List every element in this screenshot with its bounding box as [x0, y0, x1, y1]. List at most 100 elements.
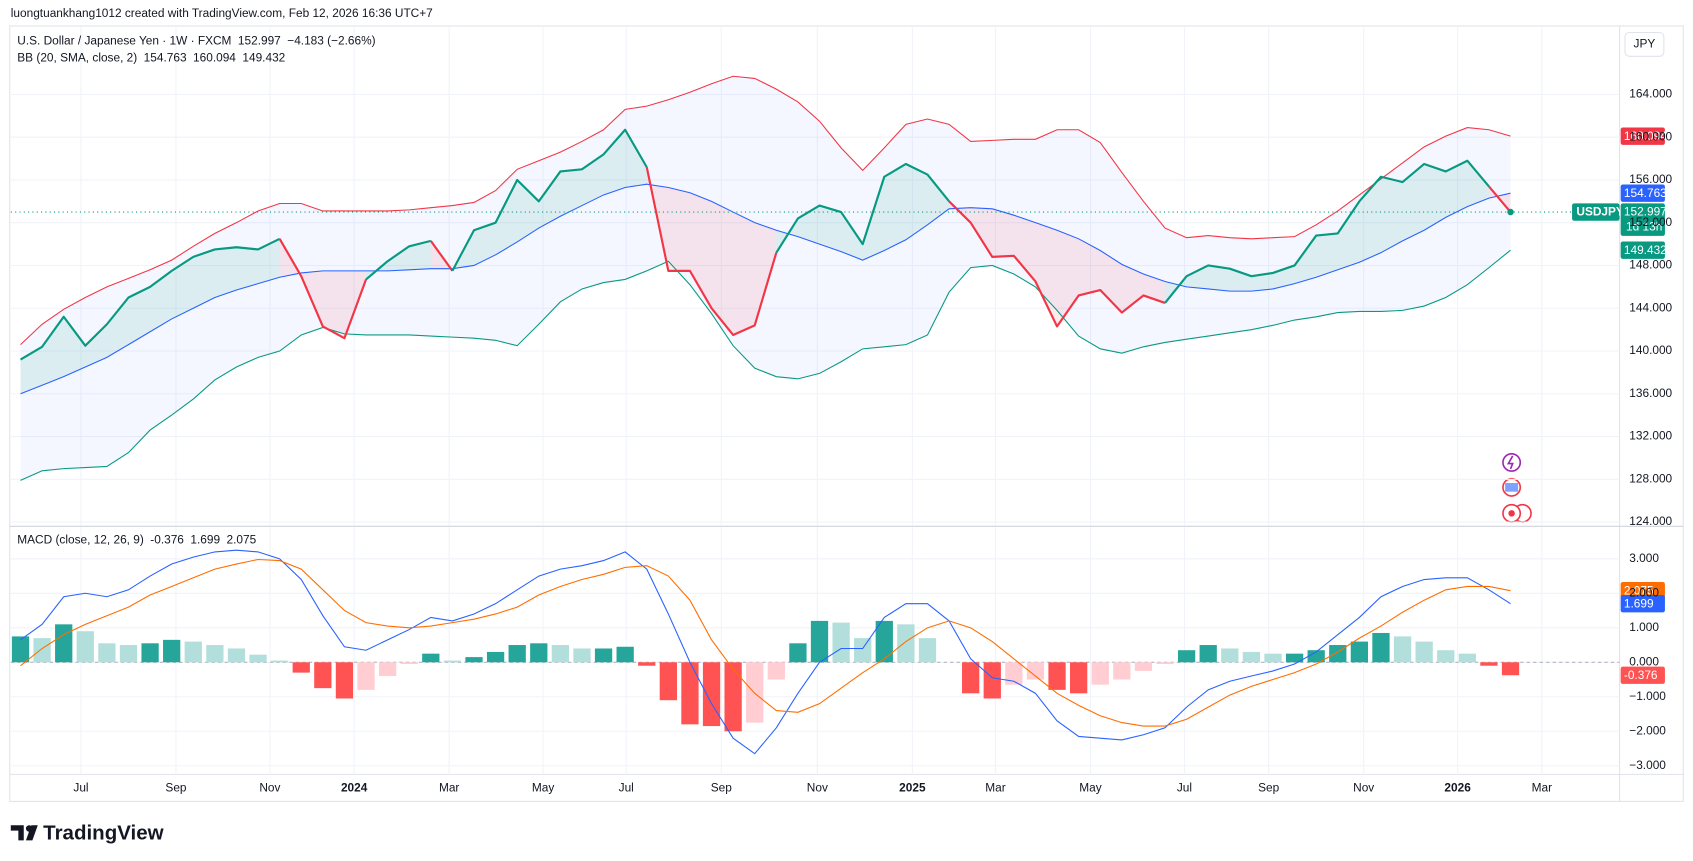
brand-name: TradingView: [43, 821, 164, 844]
y-tick-label: 148.000: [1629, 258, 1672, 272]
trend-fill: [1186, 265, 1209, 289]
histogram-bar: [1242, 651, 1261, 663]
brand-logo: TradingView: [10, 821, 165, 844]
trend-fill: [258, 238, 280, 284]
trend-fill: [495, 179, 518, 255]
histogram-bar: [1199, 645, 1217, 663]
histogram-bar: [1221, 648, 1239, 663]
trend-fill: [1337, 201, 1360, 270]
close-line: [451, 128, 648, 272]
trend-fill: [473, 222, 496, 266]
chart-frame: [9, 25, 1684, 802]
histogram-tag: -0.376: [1624, 668, 1658, 682]
y-tick-label: 128.000: [1629, 471, 1672, 485]
countdown: 1d 13h: [1626, 219, 1662, 233]
histogram-bar: [1026, 662, 1045, 680]
trend-fill: [1013, 215, 1036, 282]
trend-fill: [819, 205, 842, 252]
trend-fill: [992, 208, 1014, 257]
histogram-bar: [335, 662, 354, 699]
close-line: [19, 237, 281, 361]
signal-line: [20, 558, 1511, 727]
bb-lower-value: 149.432: [242, 51, 285, 65]
trend-fill: [1100, 250, 1122, 313]
trend-fill: [625, 129, 647, 188]
price-tag: 152.997: [1624, 205, 1667, 219]
x-tick-label: Mar: [439, 781, 459, 795]
histogram-bar: [206, 645, 224, 663]
close-line: [429, 240, 454, 272]
histogram-bar: [1156, 662, 1174, 664]
bb-upper-value: 160.094: [193, 51, 236, 65]
bb-basis-line: [20, 183, 1511, 395]
event-icon[interactable]: [1502, 452, 1522, 472]
trend-fill: [884, 163, 906, 251]
price-tag-bg: [1620, 203, 1665, 236]
trend-fill: [560, 169, 582, 217]
x-tick-label: Jul: [73, 781, 88, 795]
close-line: [278, 238, 368, 340]
histogram-bar: [702, 662, 721, 727]
symbol-tag: USDJPY: [1576, 205, 1624, 219]
histogram-bar: [573, 648, 591, 663]
bb-lower-line: [20, 249, 1511, 481]
histogram-bar: [530, 643, 548, 663]
macd-tag: 1.699: [1624, 596, 1654, 610]
y-tick-label: 124.000: [1629, 514, 1672, 528]
histogram-bar: [1091, 662, 1109, 685]
histogram-bar: [1307, 650, 1325, 663]
trend-fill: [63, 316, 86, 377]
trend-fill: [862, 176, 885, 261]
histogram-bar: [767, 662, 785, 680]
histogram-bar: [681, 662, 699, 725]
trend-fill: [733, 212, 755, 335]
histogram-bar: [227, 648, 246, 663]
currency-label[interactable]: JPY: [1634, 37, 1656, 51]
trend-fill: [797, 205, 820, 245]
y-tick-label: 136.000: [1629, 386, 1672, 400]
histogram-bar: [357, 662, 375, 690]
histogram-bar: [1501, 662, 1520, 676]
chart-title: U.S. Dollar / Japanese Yen · 1W · FXCM: [17, 33, 231, 47]
close-line: [948, 200, 1166, 328]
trend-fill: [214, 247, 237, 298]
trend-fill: [150, 270, 172, 332]
y-tick-label: −3.000: [1629, 758, 1666, 772]
histogram-bar: [249, 654, 267, 663]
histogram-bar: [875, 620, 893, 663]
y-tick-label: 164.000: [1629, 87, 1672, 101]
histogram-bar: [983, 662, 1001, 699]
x-tick-label: Sep: [165, 781, 186, 795]
bb-lower-tag: 149.432: [1624, 243, 1667, 257]
y-tick-label: −1.000: [1629, 689, 1666, 703]
histogram-bar: [724, 662, 742, 732]
close-line: [645, 166, 778, 337]
trend-fill: [1251, 272, 1273, 292]
y-tick-label: 140.000: [1629, 343, 1672, 357]
histogram-bar: [119, 645, 138, 663]
indicator-label: BB (20, SMA, close, 2): [17, 51, 137, 65]
y-tick-label: 2.000: [1629, 585, 1659, 599]
currency-button[interactable]: [1624, 31, 1665, 57]
trend-fill: [603, 129, 626, 195]
indicator-label: MACD (close, 12, 26, 9): [17, 533, 144, 547]
bb-band-fill: [20, 76, 1511, 481]
trend-fill: [1316, 233, 1338, 278]
trend-fill: [1424, 163, 1446, 231]
histogram-bar: [918, 638, 937, 663]
change: −4.183 (−2.66%): [287, 33, 375, 47]
histogram-bar: [1458, 653, 1476, 663]
histogram-bar: [163, 639, 181, 663]
trend-fill: [538, 171, 561, 229]
histogram-bar: [551, 645, 570, 663]
plot-layer: [10, 75, 1620, 755]
x-tick-label: Mar: [1532, 781, 1552, 795]
bb-basis-tag-bg: [1620, 184, 1665, 202]
trend-fill: [128, 286, 151, 345]
histogram-bar: [897, 624, 915, 663]
trend-fill: [409, 240, 431, 270]
histogram-value: -0.376: [150, 533, 184, 547]
histogram-bar: [659, 662, 677, 701]
trend-fill: [970, 207, 993, 257]
